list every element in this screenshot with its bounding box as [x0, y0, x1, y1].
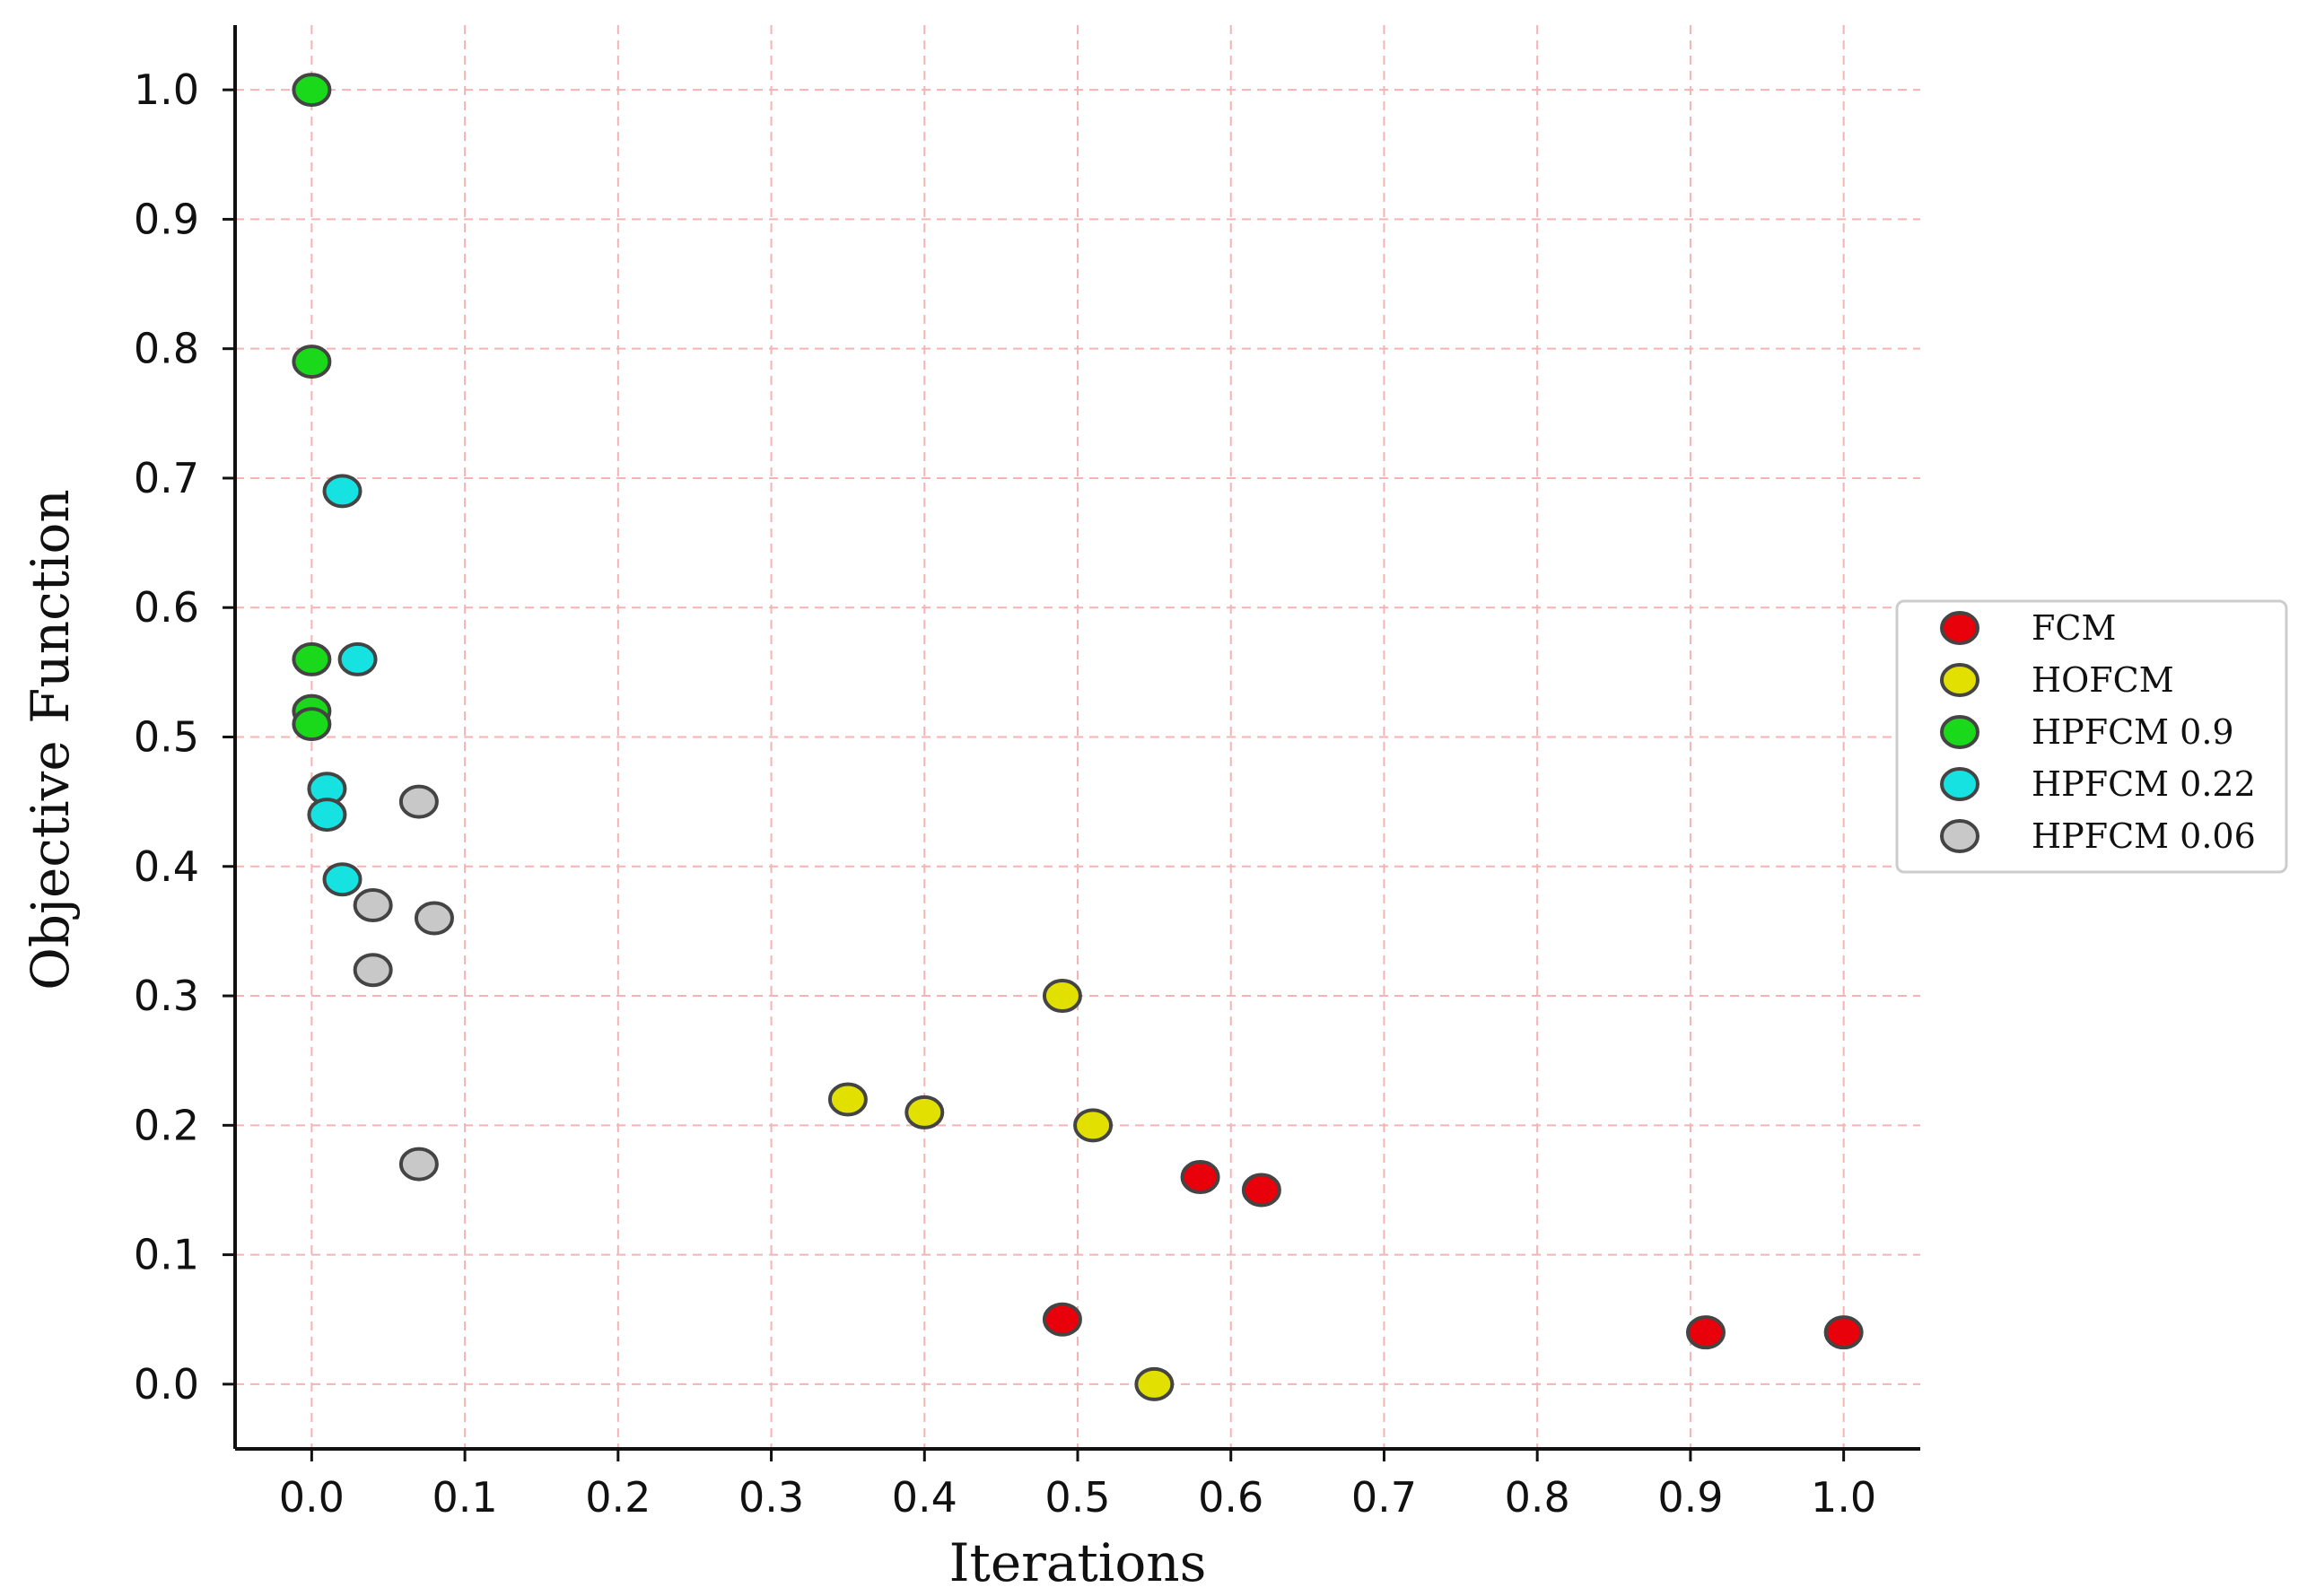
point-hpfcm-0-9 — [292, 641, 332, 676]
x-tick-label: 0.3 — [738, 1473, 804, 1522]
y-tick-label: 0.3 — [134, 972, 199, 1020]
y-tick-label: 0.8 — [134, 325, 199, 373]
x-tick-label: 0.7 — [1351, 1473, 1417, 1522]
x-tick-label: 0.2 — [585, 1473, 651, 1522]
point-hofcm — [1073, 1108, 1114, 1143]
point-fcm — [1042, 1302, 1082, 1337]
legend-label: FCM — [2032, 608, 2116, 648]
y-tick-label: 0.7 — [134, 454, 199, 502]
point-hofcm — [904, 1095, 945, 1129]
point-hpfcm-0-9 — [292, 707, 332, 742]
point-hpfcm-0-9 — [292, 344, 332, 379]
point-hofcm — [1042, 979, 1082, 1014]
legend-marker — [1940, 611, 1979, 645]
y-tick-label: 1.0 — [134, 65, 199, 114]
y-tick-label: 0.2 — [134, 1101, 199, 1149]
point-hofcm — [827, 1082, 868, 1117]
point-hpfcm-0-22 — [322, 474, 363, 509]
legend-label: HOFCM — [2032, 660, 2174, 700]
data-points — [292, 73, 1864, 1401]
legend-label: HPFCM 0.06 — [2032, 816, 2256, 856]
legend: FCM HOFCM HPFCM 0.9 HPFCM 0.22 HPFCM 0.06 — [1895, 599, 2288, 874]
grid — [235, 25, 1920, 1449]
legend-marker — [1940, 819, 1979, 853]
x-tick-label: 0.4 — [892, 1473, 957, 1522]
legend-marker — [1940, 715, 1979, 749]
y-tick-label: 0.4 — [134, 842, 199, 891]
y-tick-label: 0.1 — [134, 1231, 199, 1279]
point-hpfcm-0-06 — [353, 953, 393, 988]
legend-marker — [1940, 767, 1979, 801]
x-tick-label: 0.0 — [279, 1473, 345, 1522]
tick-marks: 0.0 0.1 0.2 0.3 0.4 0.5 0.6 0.7 0.8 0.9 1.0 0.0 0.1 0… — [134, 65, 1876, 1522]
point-fcm — [1180, 1160, 1220, 1195]
point-hofcm — [1134, 1366, 1175, 1401]
point-hpfcm-0-22 — [307, 798, 347, 833]
x-tick-label: 1.0 — [1811, 1473, 1876, 1522]
point-fcm — [1241, 1173, 1281, 1208]
y-tick-label: 0.9 — [134, 195, 199, 243]
point-hpfcm-0-06 — [398, 1147, 439, 1182]
x-tick-label: 0.9 — [1657, 1473, 1723, 1522]
point-hpfcm-0-06 — [353, 888, 393, 923]
y-axis-title: Objective Function — [20, 489, 81, 990]
legend-box — [1895, 599, 2288, 874]
legend-marker — [1940, 663, 1979, 697]
y-tick-label: 0.6 — [134, 583, 199, 632]
point-hpfcm-0-06 — [398, 784, 439, 819]
point-fcm — [1823, 1315, 1864, 1350]
point-hpfcm-0-22 — [322, 862, 363, 897]
x-tick-label: 0.1 — [433, 1473, 498, 1522]
x-axis-title: Iterations — [949, 1532, 1207, 1592]
legend-label: HPFCM 0.22 — [2032, 764, 2256, 804]
x-tick-label: 0.6 — [1198, 1473, 1263, 1522]
legend-label: HPFCM 0.9 — [2032, 712, 2234, 752]
x-tick-label: 0.5 — [1044, 1473, 1110, 1522]
y-tick-label: 0.0 — [134, 1360, 199, 1408]
point-hpfcm-0-22 — [337, 641, 378, 676]
x-tick-label: 0.8 — [1505, 1473, 1570, 1522]
y-tick-label: 0.5 — [134, 713, 199, 762]
point-hpfcm-0-06 — [414, 901, 454, 936]
point-hpfcm-0-9 — [292, 73, 332, 108]
point-fcm — [1685, 1315, 1726, 1350]
